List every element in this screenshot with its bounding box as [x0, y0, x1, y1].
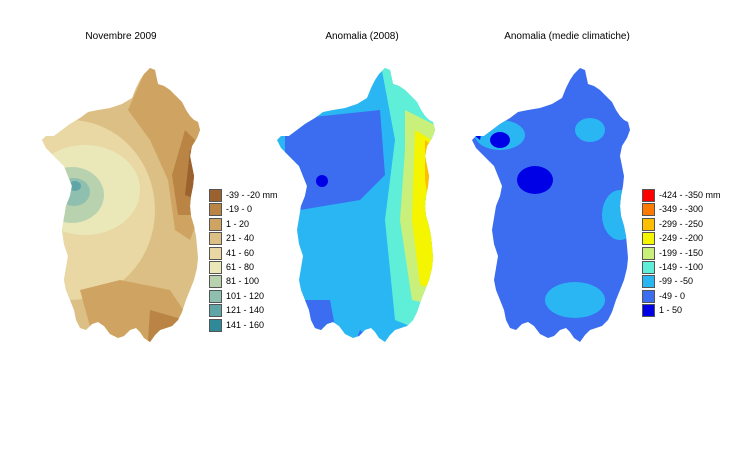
legend-swatch [642, 275, 655, 289]
legend-label: -19 - 0 [226, 204, 253, 215]
legend-item: 61 - 80 [209, 261, 329, 275]
legend-swatch [642, 289, 655, 303]
legend-swatch [209, 189, 222, 202]
legend-label: 1 - 50 [659, 305, 683, 316]
legend-label: -149 - -100 [659, 262, 704, 272]
legend-swatch [642, 246, 655, 260]
legend-item: -49 - 0 [642, 289, 730, 304]
legend-item: -249 - -200 [642, 232, 730, 246]
legend-swatch [209, 304, 222, 318]
legend-label: -199 - -150 [659, 247, 704, 258]
legend-label: 141 - 160 [226, 319, 265, 330]
legend-item: 21 - 40 [209, 232, 329, 246]
legend-item: 121 - 140 [209, 304, 329, 318]
legend-swatch [209, 217, 222, 231]
legend-item: -349 - -300 [642, 203, 730, 217]
legend-label: 101 - 120 [226, 290, 265, 301]
legend-label: -424 - -350 mm [659, 190, 721, 200]
legend-label: -49 - 0 [659, 290, 686, 301]
legend-label: -99 - -50 [659, 276, 694, 287]
legend-label: 41 - 60 [226, 247, 255, 258]
legend-swatch [209, 318, 222, 332]
legend-item: -19 - 0 [209, 203, 329, 217]
legend-item: 141 - 160 [209, 318, 329, 333]
legend-item: -149 - -100 [642, 261, 730, 275]
legend-item: 41 - 60 [209, 246, 329, 261]
legend-label: 21 - 40 [226, 233, 255, 244]
legend-label: -249 - -200 [659, 233, 704, 244]
legend-item: 1 - 50 [642, 304, 730, 318]
legend-item: 101 - 120 [209, 289, 329, 304]
legend-label: 61 - 80 [226, 262, 255, 272]
legend-label: 121 - 140 [226, 305, 265, 316]
legend-swatch [642, 304, 655, 318]
legend-swatch [209, 232, 222, 246]
legend-label: 81 - 100 [226, 276, 260, 287]
legend-item: -199 - -150 [642, 246, 730, 261]
legend-swatch [642, 232, 655, 246]
legend-swatch [209, 203, 222, 217]
legend-label: -299 - -250 [659, 218, 704, 229]
legend-swatch [642, 217, 655, 231]
legend-item: -39 - -20 mm [209, 189, 329, 203]
legend-swatch [642, 189, 655, 202]
legend-label: -39 - -20 mm [226, 190, 278, 200]
legend-item: -299 - -250 [642, 217, 730, 232]
legend-swatch [209, 246, 222, 260]
legend-swatch [642, 203, 655, 217]
map-title-anomaly-climate: Anomalia (medie climatiche) [504, 31, 630, 42]
map-anomaly-climate [472, 68, 630, 342]
legend-item: 81 - 100 [209, 275, 329, 289]
legend-item: -424 - -350 mm [642, 189, 730, 203]
legend-label: 1 - 20 [226, 218, 250, 229]
legend-item: 1 - 20 [209, 217, 329, 232]
legend-label: -349 - -300 [659, 204, 704, 215]
legend-swatch [209, 261, 222, 274]
map-title-november-2009: Novembre 2009 [85, 31, 157, 42]
legend-swatch [209, 275, 222, 289]
legend-swatch [209, 289, 222, 303]
legend-item: -99 - -50 [642, 275, 730, 289]
legend-swatch [642, 261, 655, 274]
map-title-anomaly-2008: Anomalia (2008) [325, 31, 399, 42]
